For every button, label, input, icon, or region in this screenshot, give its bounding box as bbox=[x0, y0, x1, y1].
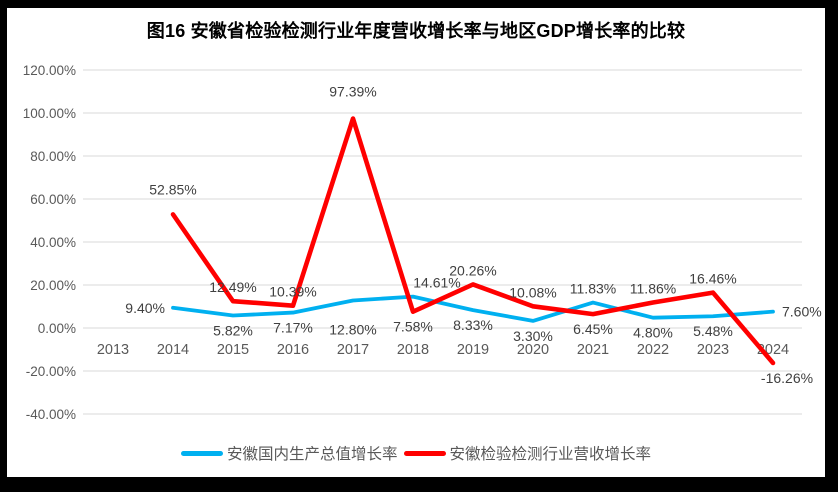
data-label: 10.08% bbox=[509, 284, 556, 300]
chart-legend: 安徽国内生产总值增长率 安徽检验检测行业营收增长率 bbox=[7, 442, 825, 464]
data-label: 6.45% bbox=[573, 321, 613, 337]
legend-line-swatch-revenue bbox=[403, 450, 446, 456]
x-axis-label: 2020 bbox=[517, 342, 549, 358]
y-axis-tick-label: 40.00% bbox=[30, 235, 76, 250]
data-label: 9.40% bbox=[125, 300, 165, 316]
data-label: 7.17% bbox=[273, 320, 313, 336]
x-axis-label: 2021 bbox=[577, 342, 609, 358]
data-label: 5.82% bbox=[213, 322, 253, 338]
x-axis-label: 2023 bbox=[697, 342, 729, 358]
x-axis-label: 2014 bbox=[157, 342, 189, 358]
data-label: 11.83% bbox=[570, 281, 616, 297]
x-axis-label: 2022 bbox=[637, 342, 669, 358]
data-label: 8.33% bbox=[453, 317, 493, 333]
data-label: 7.58% bbox=[393, 319, 433, 335]
series-line-revenue bbox=[170, 116, 776, 366]
data-label: 52.85% bbox=[149, 181, 196, 197]
data-label: 12.80% bbox=[329, 321, 376, 337]
legend-line-swatch-gdp bbox=[180, 450, 223, 456]
data-label: 10.39% bbox=[269, 284, 316, 300]
data-label: 5.48% bbox=[693, 323, 733, 339]
data-label: 7.60% bbox=[782, 304, 822, 320]
data-label: -16.26% bbox=[761, 370, 813, 386]
x-axis-label: 2017 bbox=[337, 342, 369, 358]
x-axis-label: 2018 bbox=[397, 342, 429, 358]
data-label: 97.39% bbox=[329, 84, 376, 100]
data-label: 20.26% bbox=[449, 262, 496, 278]
x-axis-label: 2016 bbox=[277, 342, 309, 358]
legend-item-gdp: 安徽国内生产总值增长率 bbox=[180, 442, 398, 464]
data-label: 4.80% bbox=[633, 325, 673, 341]
y-axis-tick-label: 100.00% bbox=[23, 106, 76, 121]
y-axis-tick-label: 80.00% bbox=[30, 149, 76, 164]
legend-label-revenue: 安徽检验检测行业营收增长率 bbox=[449, 446, 652, 463]
legend-label-gdp: 安徽国内生产总值增长率 bbox=[226, 446, 398, 463]
x-axis-label: 2019 bbox=[457, 342, 489, 358]
legend-item-revenue: 安徽检验检测行业营收增长率 bbox=[403, 442, 652, 464]
data-label: 14.61% bbox=[413, 275, 460, 291]
x-axis-label: 2013 bbox=[97, 342, 129, 358]
data-label: 3.30% bbox=[513, 328, 553, 344]
y-axis-tick-label: 20.00% bbox=[30, 278, 76, 293]
data-label: 16.46% bbox=[689, 271, 736, 287]
data-label: 12.49% bbox=[209, 279, 256, 295]
y-axis-tick-label: 0.00% bbox=[38, 321, 76, 336]
y-axis-tick-label: -40.00% bbox=[26, 407, 76, 422]
chart-title: 图16 安徽省检验检测行业年度营收增长率与地区GDP增长率的比较 bbox=[146, 21, 686, 41]
data-label: 11.86% bbox=[630, 281, 676, 297]
y-axis-tick-label: -20.00% bbox=[26, 364, 76, 379]
y-axis-tick-label: 60.00% bbox=[30, 192, 76, 207]
x-axis-label: 2015 bbox=[217, 342, 249, 358]
y-axis-tick-label: 120.00% bbox=[23, 63, 76, 78]
series-line-gdp bbox=[171, 294, 775, 323]
